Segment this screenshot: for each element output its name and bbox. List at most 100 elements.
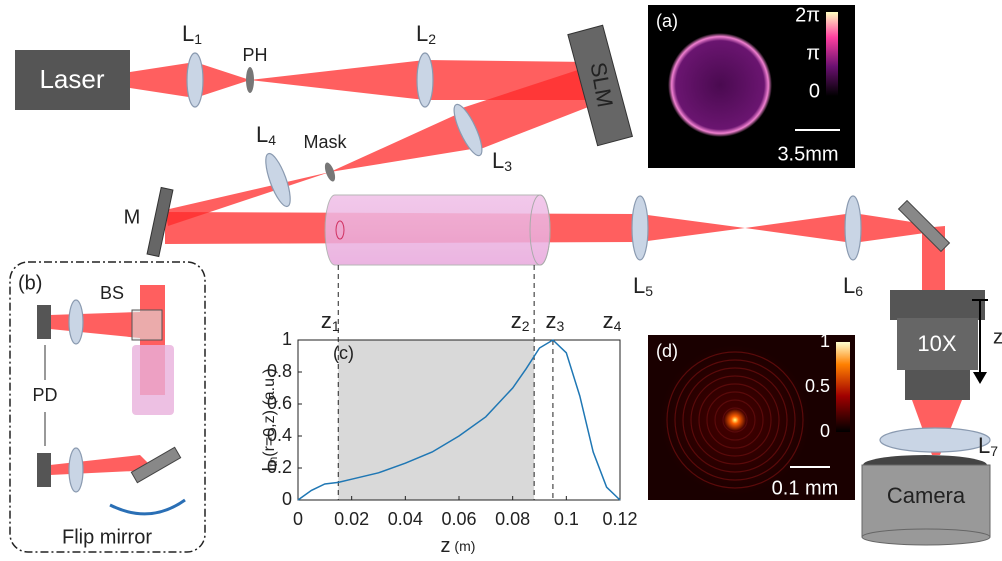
lens-label-main: L (182, 21, 194, 46)
cylinder-end (529, 194, 551, 266)
inset-b-label: (b) (18, 272, 42, 294)
beam (462, 66, 596, 150)
lens-label: L6 (843, 273, 863, 299)
lens (186, 52, 204, 108)
beam (50, 312, 140, 338)
lens-label: L1 (182, 21, 202, 47)
marker-label-sub: 1 (332, 318, 340, 334)
lens (879, 427, 991, 453)
beam (130, 60, 590, 100)
colorbar-tick: 0 (820, 421, 830, 441)
photodiode (37, 305, 51, 339)
x-axis-label: z (m) (441, 535, 476, 557)
lens-label-sub: 3 (504, 158, 512, 174)
mask-label: Mask (303, 132, 347, 152)
inset-a-label: (a) (656, 11, 678, 31)
lens (631, 195, 649, 261)
marker-label-main: z (321, 308, 332, 333)
colorbar-tick: 0 (809, 80, 820, 102)
marker-label-main: z (546, 308, 557, 333)
beam-splitter (131, 309, 163, 341)
marker-label: z4 (603, 308, 622, 334)
z-label: z (993, 326, 1002, 348)
colorbar (836, 342, 850, 432)
sample (132, 345, 174, 415)
objective (905, 370, 970, 400)
lens-label-sub: 7 (990, 443, 998, 459)
y-tick-label: 0 (282, 489, 292, 509)
lens-label-sub: 1 (194, 31, 202, 47)
y-tick-label: 0.2 (267, 457, 292, 477)
lens-label-main: L (843, 273, 855, 298)
x-label-main: z (441, 535, 451, 557)
pinhole (246, 67, 254, 93)
lens-label: L2 (416, 21, 436, 47)
mirror (897, 199, 951, 253)
objective (890, 290, 985, 320)
lens (265, 152, 291, 208)
sample-cylinder (324, 194, 551, 266)
lens (68, 299, 84, 345)
x-tick-label: 0.06 (441, 509, 476, 529)
photodiode (37, 453, 51, 487)
plot-c: 0 0.02 0.04 0.06 0.08 0.1 0.1200.20.40.60.81z1… (259, 265, 638, 557)
lens (844, 195, 862, 261)
lens-label-main: L (492, 148, 504, 173)
camera (861, 528, 991, 546)
flip-label: Flip mirror (62, 526, 152, 548)
lens-label-sub: 4 (268, 132, 276, 148)
camera (861, 464, 991, 538)
lens-label-sub: 5 (645, 283, 653, 299)
y-label-main: I (259, 467, 279, 472)
lens-label-main: L (416, 21, 428, 46)
lens (416, 52, 434, 108)
lens-label: L5 (633, 273, 653, 299)
lens-label-main: L (256, 122, 268, 147)
x-tick-label: 0 (293, 509, 303, 529)
phase-ring (668, 33, 772, 137)
marker-label: z3 (546, 308, 565, 334)
marker-label-sub: 4 (614, 318, 622, 334)
lens-label: L3 (492, 148, 512, 174)
flip-mirror (130, 446, 182, 484)
flip-arrow (109, 498, 186, 516)
focus-ring (335, 220, 345, 240)
lens (68, 447, 84, 493)
x-tick-label: 0.12 (602, 509, 637, 529)
scale-label: 3.5mm (777, 143, 838, 165)
colorbar-tick: 0.5 (805, 376, 830, 396)
marker-label-sub: 2 (522, 318, 530, 334)
lens-label-sub: 2 (428, 31, 436, 47)
colorbar-tick: 2π (795, 4, 820, 26)
lens-label-sub: 6 (855, 283, 863, 299)
x-tick-label: 0.08 (495, 509, 530, 529)
lens-label-main: L (978, 433, 990, 458)
y-tick-label: 1 (282, 329, 292, 349)
laser-label: Laser (39, 64, 104, 94)
y-tick-label: 0.8 (267, 361, 292, 381)
colorbar (826, 12, 838, 96)
mirror-label: M (124, 206, 141, 228)
rings (666, 351, 804, 489)
objective-label: 10X (917, 331, 956, 356)
marker-label: z2 (511, 308, 530, 334)
shaded-region (338, 340, 535, 500)
marker-label: z1 (321, 308, 340, 334)
slm (567, 24, 634, 147)
laser (15, 50, 130, 110)
marker-label-main: z (511, 308, 522, 333)
lens-label: L7 (978, 433, 998, 459)
scale-label: 0.1 mm (772, 477, 839, 499)
mirror (146, 186, 174, 258)
marker-label-sub: 3 (557, 318, 565, 334)
curve (297, 339, 621, 501)
intensity-pattern (660, 345, 810, 495)
inset-b-frame (9, 261, 206, 553)
y-tick-label: 0.4 (267, 425, 292, 445)
plot-label: (c) (333, 343, 354, 363)
y-axis-label: Ith(r=0,z) (a.u.) (259, 368, 280, 472)
lens (453, 103, 483, 157)
colorbar-tick: 1 (820, 331, 830, 351)
bs-label: BS (100, 283, 124, 303)
